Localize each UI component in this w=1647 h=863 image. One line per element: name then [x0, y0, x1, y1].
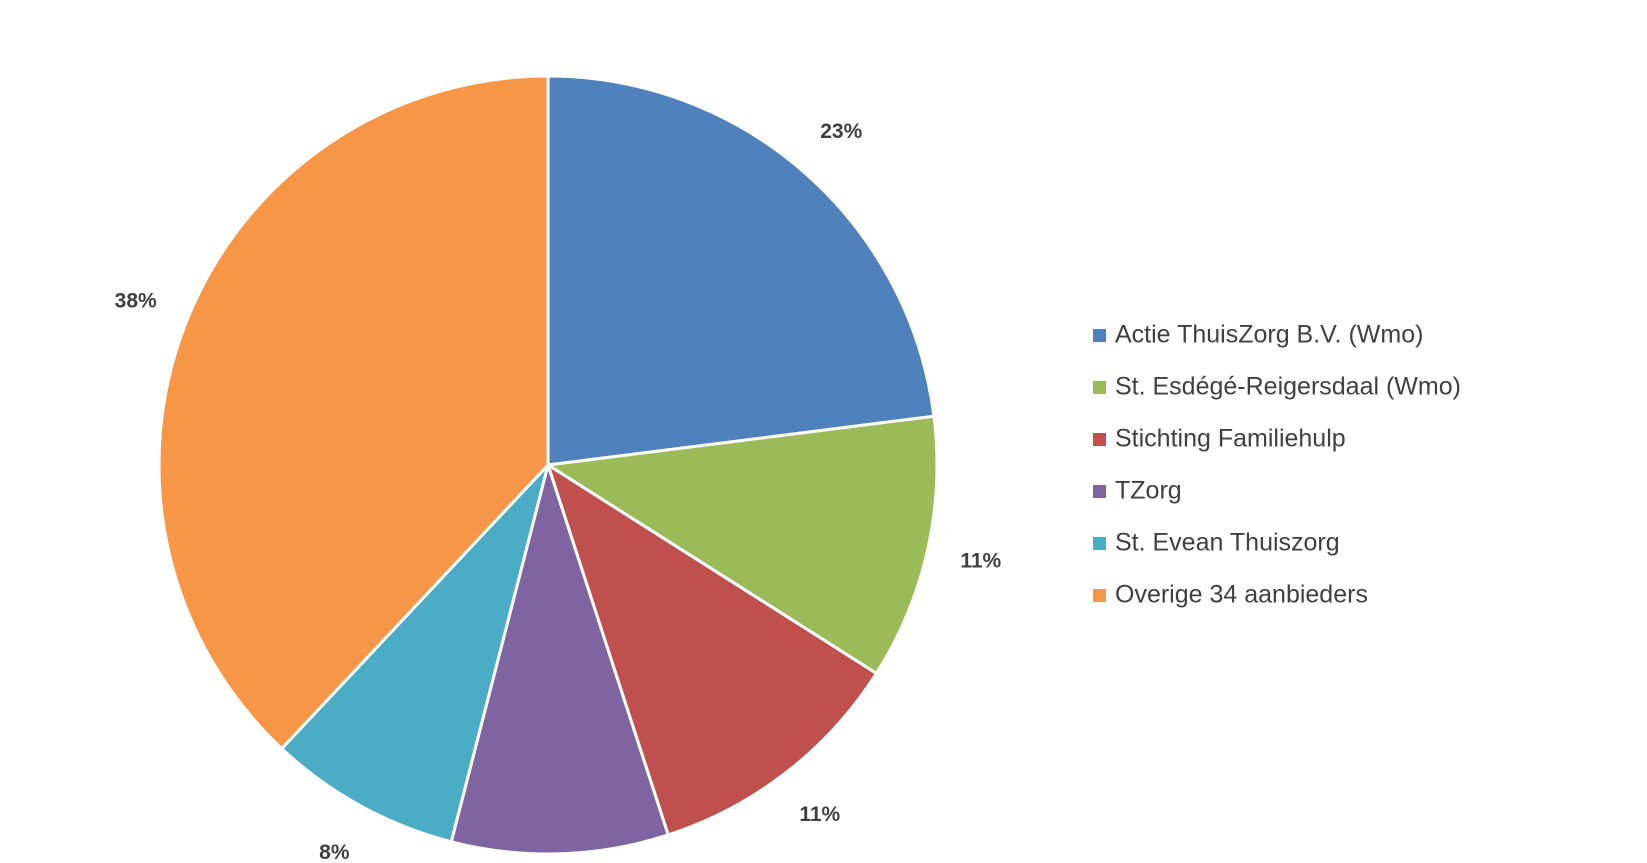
legend-swatch: [1093, 485, 1106, 498]
pie-slice: [157, 74, 550, 751]
legend-label: Overige 34 aanbieders: [1115, 581, 1368, 609]
legend-label: Actie ThuisZorg B.V. (Wmo): [1115, 321, 1423, 349]
legend-swatch: [1093, 433, 1106, 446]
legend-label: St. Esdégé-Reigersdaal (Wmo): [1115, 373, 1461, 401]
legend-swatch: [1093, 381, 1106, 394]
data-label: 11%: [960, 549, 1001, 572]
data-label: 8%: [319, 841, 350, 863]
legend-label: Stichting Familiehulp: [1115, 425, 1346, 453]
data-label: 38%: [115, 289, 157, 312]
data-label: 11%: [799, 803, 840, 826]
legend-swatch: [1093, 589, 1106, 602]
pie-slice: [546, 74, 936, 467]
pie-slice: [279, 463, 550, 844]
legend-swatch: [1093, 537, 1106, 550]
pie-slice: [545, 461, 879, 837]
pie-slice: [449, 459, 671, 856]
legend-label: St. Evean Thuiszorg: [1115, 529, 1340, 557]
data-label: 23%: [820, 120, 862, 143]
legend-swatch: [1093, 329, 1106, 342]
legend-label: TZorg: [1115, 477, 1182, 505]
pie-slice: [543, 414, 939, 676]
